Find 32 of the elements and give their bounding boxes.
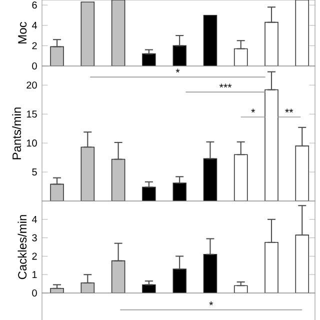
text: * (209, 302, 214, 306)
y-tick-label: 3 (32, 234, 37, 242)
y-tick-label: 6 (32, 2, 37, 9)
y-tick-label: 10 (26, 140, 37, 147)
y-tick-label: 0 (32, 289, 37, 297)
bar (50, 46, 64, 66)
annotation: ** (285, 108, 294, 112)
y-tick-label: 2 (32, 252, 37, 260)
y-axis-title: Moc (18, 22, 27, 44)
bar (111, 0, 126, 66)
y-tick-label: 2 (32, 42, 37, 50)
bar (50, 184, 64, 201)
y-tick-label: 4 (32, 216, 37, 223)
bar (142, 186, 156, 201)
annotation: *** (219, 84, 232, 88)
bar (80, 146, 95, 201)
y-axis-title: Cackles/min (18, 215, 27, 280)
annotation: * (251, 108, 256, 112)
annotation: * (176, 68, 180, 73)
y-axis-title: Pants/min (12, 108, 22, 160)
bar (80, 282, 95, 293)
bar (80, 2, 95, 66)
bar (295, 0, 310, 66)
y-tick-label: 1 (32, 271, 37, 278)
bar (111, 260, 126, 293)
bar (172, 182, 186, 201)
bar (295, 234, 310, 293)
y-tick-label: 15 (26, 110, 37, 118)
y-tick-label: 0 (32, 62, 37, 70)
y-tick-label: 4 (32, 22, 37, 29)
y-tick-label: 5 (32, 168, 37, 176)
y-tick-label: 20 (26, 82, 37, 89)
